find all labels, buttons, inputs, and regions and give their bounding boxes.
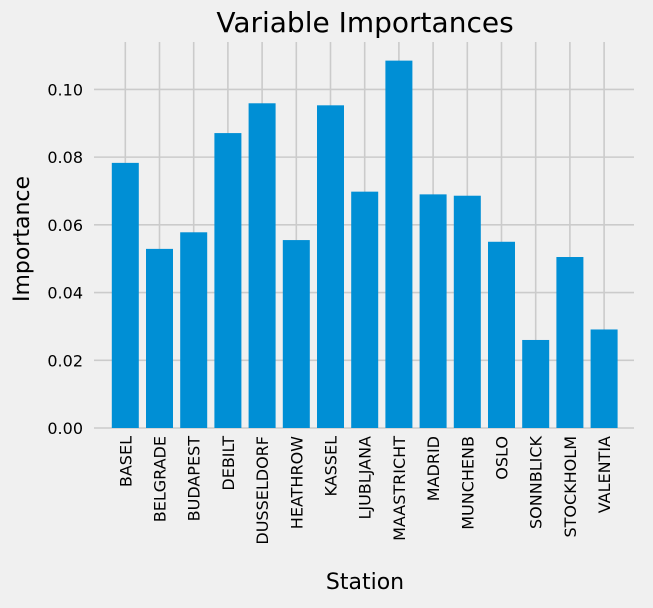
y-axis-label: Importance: [10, 176, 35, 302]
bar-basel: [111, 162, 139, 428]
bar-oslo: [488, 241, 515, 428]
y-tick-label: 0.02: [47, 351, 83, 370]
bar-ljubljana: [351, 191, 379, 428]
y-tick-label: 0.00: [47, 419, 83, 438]
x-tick-label: OSLO: [493, 436, 512, 480]
x-tick-label: DEBILT: [219, 436, 238, 491]
bar-debilt: [214, 133, 242, 428]
bar-stockholm: [556, 257, 584, 428]
x-tick-label: BASEL: [116, 436, 135, 487]
y-tick-labels: 0.00 0.02 0.04 0.06 0.08 0.10: [47, 80, 83, 438]
x-tick-label: VALENTIA: [595, 436, 614, 513]
x-tick-labels: BASEL BELGRADE BUDAPEST DEBILT DUSSELDORF HEA…: [116, 436, 614, 545]
x-tick-label: BELGRADE: [151, 436, 170, 522]
bar-maastricht: [385, 60, 413, 429]
bar-belgrade: [146, 248, 173, 428]
bar-budapest: [180, 232, 208, 428]
x-tick-label: SONNBLICK: [527, 436, 546, 529]
bar-kassel: [317, 105, 344, 429]
bar-valentia: [590, 329, 618, 428]
x-tick-label: STOCKHOLM: [561, 436, 580, 538]
bars: [111, 60, 618, 429]
chart-title: Variable Importances: [216, 6, 513, 39]
x-axis-label: Station: [326, 570, 404, 595]
bar-madrid: [419, 194, 447, 428]
x-tick-label: DUSSELDORF: [253, 436, 272, 545]
x-tick-label: MADRID: [424, 436, 443, 501]
y-tick-label: 0.08: [47, 148, 83, 167]
bar-heathrow: [282, 240, 310, 428]
x-tick-label: LJUBLJANA: [356, 436, 375, 520]
x-tick-label: MAASTRICHT: [390, 436, 409, 541]
bar-munchenb: [453, 195, 481, 428]
x-tick-label: HEATHROW: [287, 436, 306, 529]
x-tick-label: MUNCHENB: [458, 436, 477, 530]
y-tick-label: 0.10: [47, 80, 83, 99]
bar-dusseldorf: [248, 103, 276, 429]
y-tick-label: 0.06: [47, 216, 83, 235]
x-tick-label: KASSEL: [322, 436, 341, 497]
x-tick-label: BUDAPEST: [185, 436, 204, 522]
bar-sonnblick: [522, 339, 550, 428]
y-tick-label: 0.04: [47, 284, 83, 303]
